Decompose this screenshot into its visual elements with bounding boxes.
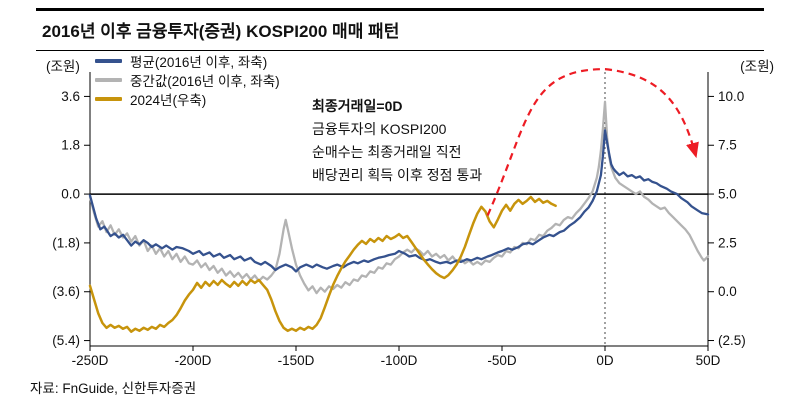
svg-text:-50D: -50D bbox=[487, 353, 517, 368]
svg-text:0.0: 0.0 bbox=[718, 284, 737, 299]
left-axis-unit-label: (조원) bbox=[46, 59, 80, 74]
legend-item-mean: 평균(2016년 이후, 좌축) bbox=[95, 51, 280, 70]
svg-text:2.5: 2.5 bbox=[718, 235, 737, 250]
svg-text:5.0: 5.0 bbox=[718, 187, 737, 202]
svg-text:10.0: 10.0 bbox=[718, 89, 744, 104]
mean-line-swatch bbox=[95, 58, 122, 63]
annotation-line-4: 배당권리 획득 이후 정점 통과 bbox=[312, 167, 483, 183]
legend-label-mean: 평균(2016년 이후, 좌축) bbox=[130, 54, 268, 70]
source-note: 자료: FnGuide, 신한투자증권 bbox=[30, 381, 197, 396]
year2024-line-swatch bbox=[95, 96, 122, 101]
median-line-swatch bbox=[95, 77, 122, 82]
svg-text:-200D: -200D bbox=[175, 353, 212, 368]
right-axis-unit-label: (조원) bbox=[740, 59, 774, 74]
svg-text:(5.4): (5.4) bbox=[52, 333, 80, 348]
svg-text:0D: 0D bbox=[596, 353, 614, 368]
svg-text:1.8: 1.8 bbox=[61, 138, 80, 153]
annotation-line-2: 금융투자의 KOSPI200 bbox=[312, 121, 447, 137]
svg-text:-250D: -250D bbox=[72, 353, 109, 368]
svg-text:-150D: -150D bbox=[278, 353, 315, 368]
annotation-line-1: 최종거래일=0D bbox=[312, 98, 403, 114]
chart-legend: 평균(2016년 이후, 좌축) 중간값(2016년 이후, 좌축) 2024년… bbox=[95, 51, 280, 108]
legend-item-median: 중간값(2016년 이후, 좌축) bbox=[95, 70, 280, 89]
svg-text:(2.5): (2.5) bbox=[718, 333, 746, 348]
chart-title-bar: 2016년 이후 금융투자(증권) KOSPI200 매매 패턴 bbox=[36, 8, 764, 51]
svg-text:3.6: 3.6 bbox=[61, 89, 80, 104]
legend-item-2024: 2024년(우축) bbox=[95, 89, 280, 108]
annotation-line-3: 순매수는 최종거래일 직전 bbox=[312, 144, 462, 160]
svg-text:50D: 50D bbox=[696, 353, 721, 368]
legend-label-median: 중간값(2016년 이후, 좌축) bbox=[130, 73, 280, 89]
chart-canvas: 3.6 1.8 0.0 (1.8) (3.6) (5.4) 10.0 7.5 5.0 2.5 0.0… bbox=[52, 67, 746, 368]
svg-text:0.0: 0.0 bbox=[61, 187, 80, 202]
page-title: 2016년 이후 금융투자(증권) KOSPI200 매매 패턴 bbox=[42, 22, 400, 41]
chart-annotation: 최종거래일=0D 금융투자의 KOSPI200 순매수는 최종거래일 직전 배당… bbox=[312, 95, 482, 187]
svg-text:7.5: 7.5 bbox=[718, 138, 737, 153]
svg-text:(3.6): (3.6) bbox=[52, 284, 80, 299]
svg-text:-100D: -100D bbox=[381, 353, 418, 368]
legend-label-2024: 2024년(우축) bbox=[130, 92, 207, 108]
svg-text:(1.8): (1.8) bbox=[52, 235, 80, 250]
